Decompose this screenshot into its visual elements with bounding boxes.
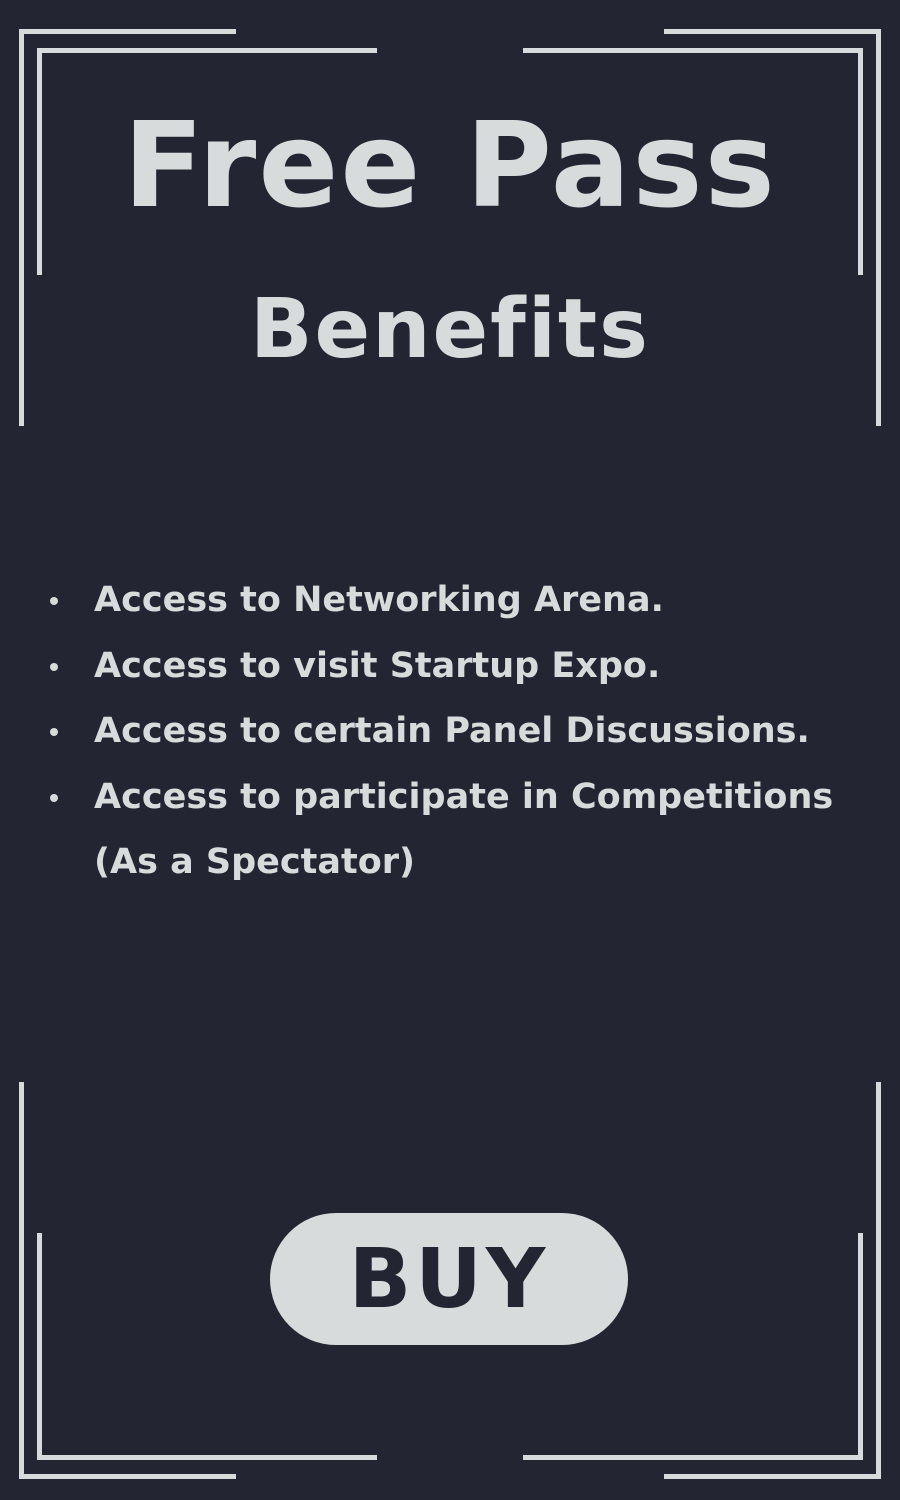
benefit-text: Access to visit Startup Expo. — [94, 645, 661, 686]
buy-button[interactable]: BUY — [270, 1213, 628, 1345]
page-subtitle: Benefits — [250, 282, 650, 377]
bullet-icon — [50, 662, 58, 671]
frame-top-right-inner-vertical — [858, 48, 863, 275]
list-item: Access to visit Startup Expo. — [36, 634, 886, 700]
list-item: Access to participate in Competitions (A… — [36, 765, 886, 896]
frame-bottom-right-outer-horizontal — [664, 1474, 881, 1479]
benefits-list: Access to Networking Arena. Access to vi… — [36, 568, 886, 896]
benefit-text: Access to participate in Competitions (A… — [94, 776, 834, 883]
frame-bottom-left-outer-horizontal — [19, 1474, 236, 1479]
benefit-text: Access to Networking Arena. — [94, 580, 664, 620]
page-title: Free Pass — [123, 96, 777, 234]
frame-top-right-outer-vertical — [876, 29, 881, 426]
frame-top-left-outer-vertical — [19, 29, 24, 426]
bullet-icon — [50, 793, 58, 802]
list-item: Access to certain Panel Discussions. — [36, 699, 886, 765]
benefit-text: Access to certain Panel Discussions. — [94, 711, 810, 751]
frame-bottom-right-outer-vertical — [876, 1082, 881, 1479]
frame-top-left-outer-horizontal — [19, 29, 236, 34]
bullet-icon — [50, 728, 58, 736]
frame-top-left-inner-horizontal — [37, 48, 377, 53]
frame-top-right-outer-horizontal — [664, 29, 881, 34]
buy-button-label: BUY — [348, 1231, 550, 1327]
frame-bottom-right-inner-vertical — [858, 1233, 863, 1460]
bullet-icon — [50, 597, 58, 605]
frame-top-right-inner-horizontal — [523, 48, 863, 53]
frame-bottom-left-outer-vertical — [19, 1082, 24, 1479]
list-item: Access to Networking Arena. — [36, 568, 886, 634]
frame-bottom-right-inner-horizontal — [523, 1455, 863, 1460]
frame-bottom-left-inner-horizontal — [37, 1455, 377, 1460]
frame-bottom-left-inner-vertical — [37, 1233, 42, 1460]
frame-top-left-inner-vertical — [37, 48, 42, 275]
